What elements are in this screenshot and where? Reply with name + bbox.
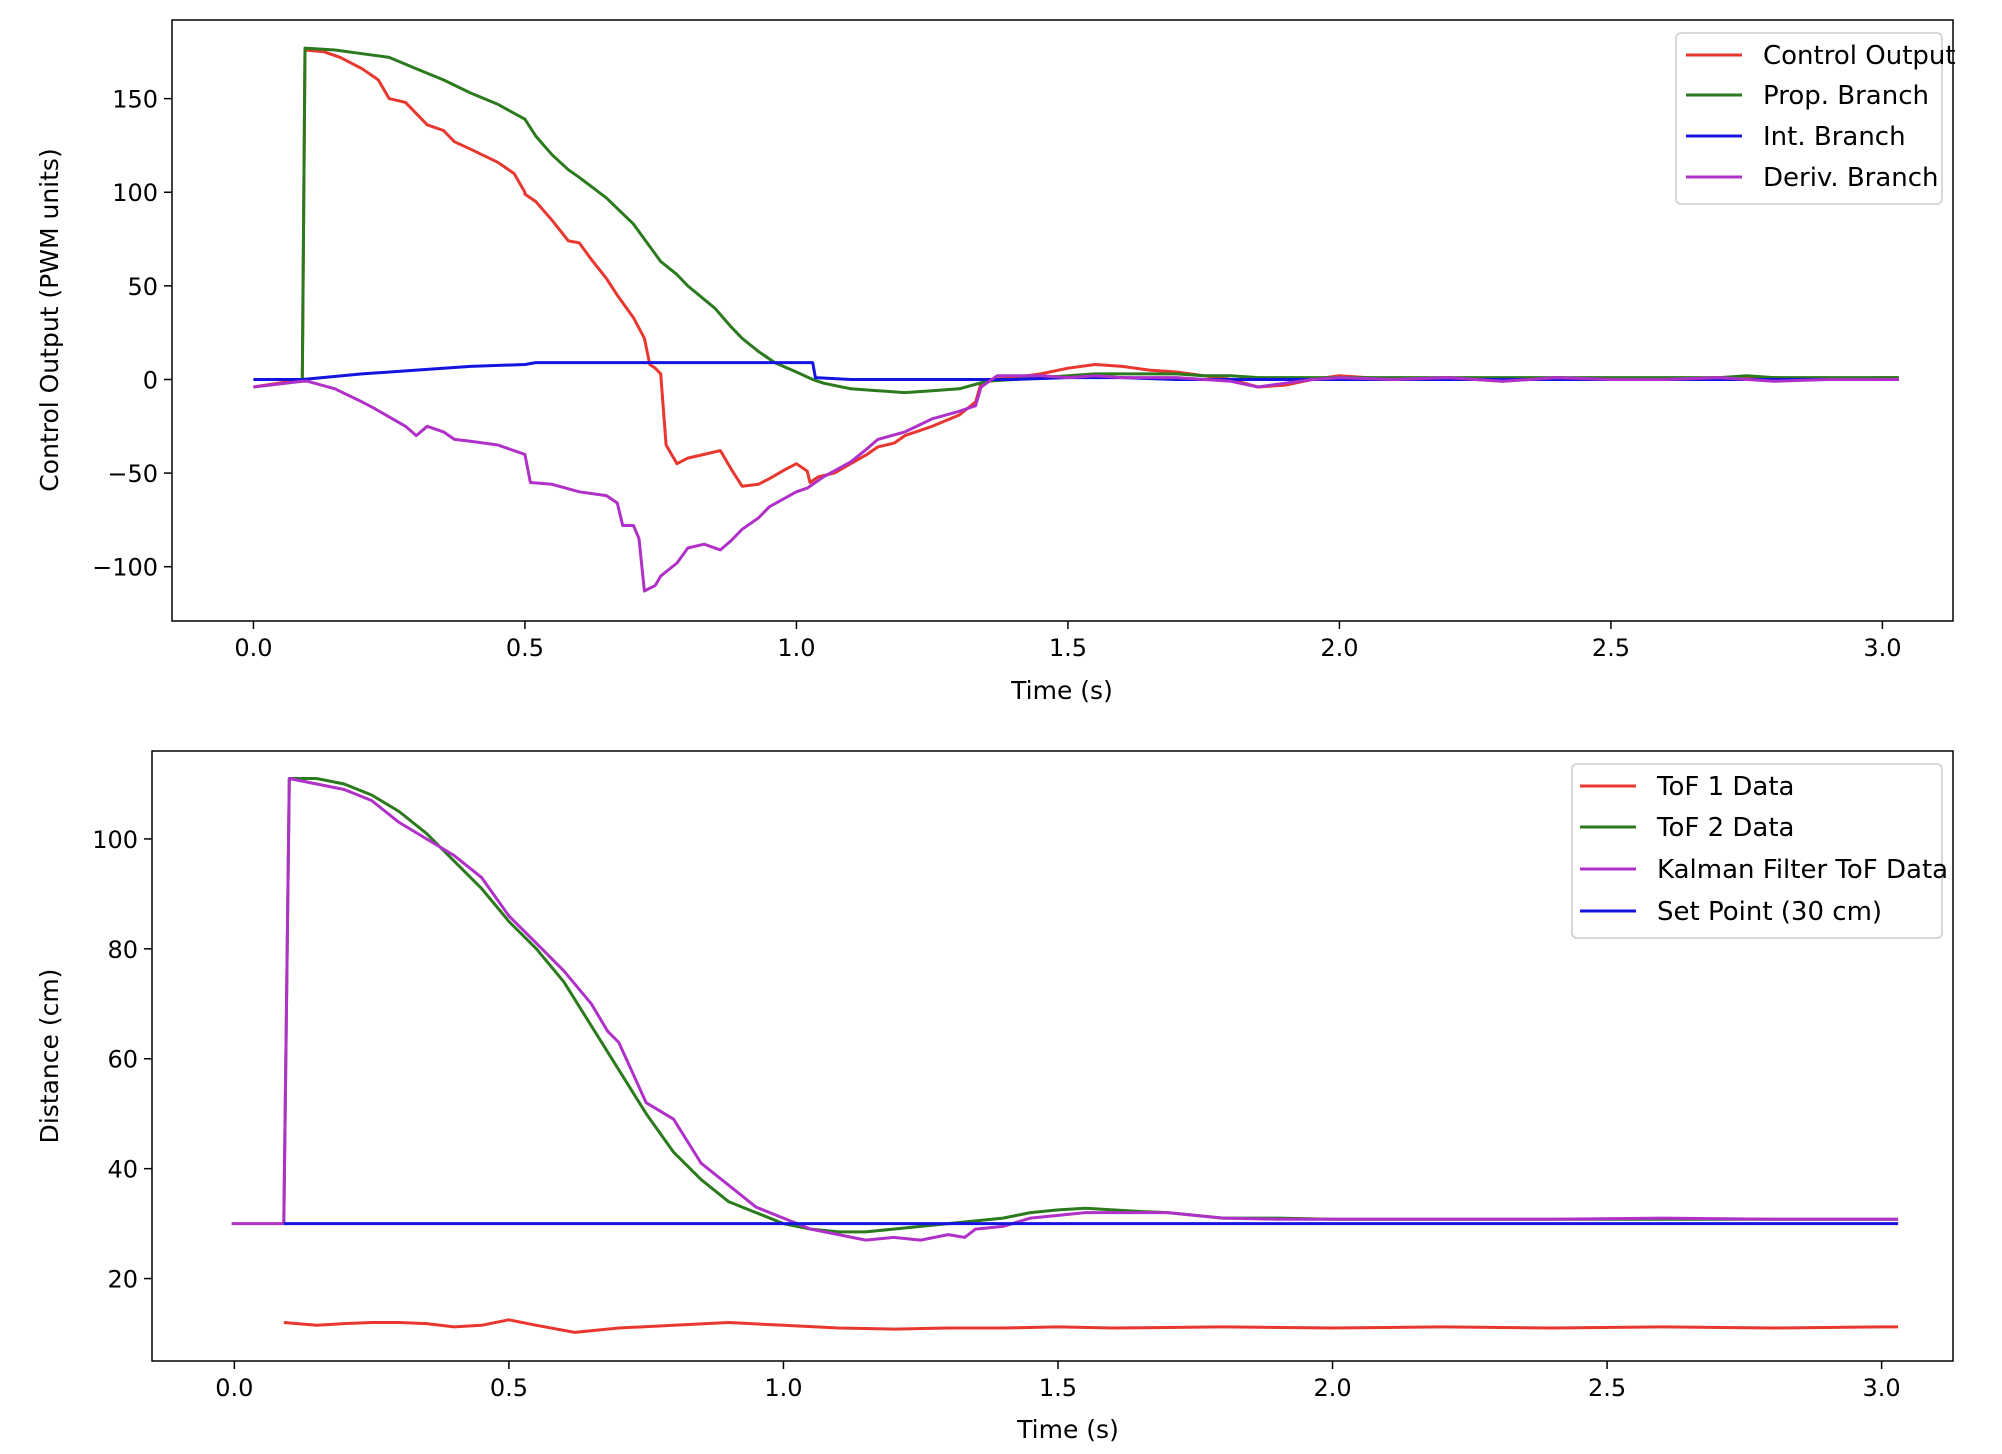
series-line-kalman-filter-tof-data: [231, 777, 1899, 1242]
legend-label-int-branch: Int. Branch: [1763, 122, 1906, 152]
legend-box: [1675, 32, 1943, 205]
legend-label-set-point: Set Point (30 cm): [1657, 897, 1882, 927]
x-tick-label: 0.0: [215, 1374, 253, 1402]
x-tick-label: 1.5: [1039, 1374, 1077, 1402]
x-tick-label: 2.5: [1592, 634, 1630, 662]
control-output-chart: 0.0 0.5 1.0 1.5 2.0 2.5 3.0 −100 −50 0 50 100 150 Ti…: [35, 19, 1956, 705]
x-tick-label: 2.5: [1588, 1374, 1626, 1402]
legend-label-prop-branch: Prop. Branch: [1763, 81, 1929, 111]
legend-label-kalman: Kalman Filter ToF Data: [1657, 855, 1948, 885]
y-tick-label: −50: [107, 460, 158, 488]
plot-frame: [171, 19, 1954, 622]
y-tick-label: 20: [107, 1266, 138, 1294]
series-line-tof-1-data: [283, 1318, 1899, 1334]
legend-label-tof2: ToF 2 Data: [1656, 813, 1794, 843]
x-tick-label: 0.5: [490, 1374, 528, 1402]
x-tick-label: 2.0: [1313, 1374, 1351, 1402]
x-tick-label: 1.0: [777, 634, 815, 662]
y-tick-label: −100: [92, 554, 158, 582]
x-tick-label: 0.5: [506, 634, 544, 662]
plot-frame: [151, 750, 1954, 1362]
series-layer: [253, 46, 1899, 593]
x-axis-label: Time (s): [1016, 1415, 1119, 1444]
y-tick-label: 80: [107, 936, 138, 964]
legend: ToF 1 Data ToF 2 Data Kalman Filter ToF …: [1571, 763, 1948, 939]
legend-label-tof1: ToF 1 Data: [1656, 772, 1794, 802]
legend-label-deriv-branch: Deriv. Branch: [1763, 163, 1939, 193]
x-axis-label: Time (s): [1010, 676, 1113, 705]
legend-label-control-output: Control Output: [1763, 41, 1956, 71]
series-layer: [231, 777, 1899, 1334]
legend-box: [1571, 763, 1943, 939]
x-tick-label: 1.0: [764, 1374, 802, 1402]
tick-layer: 0.0 0.5 1.0 1.5 2.0 2.5 3.0 −100 −50 0 50 100 150: [92, 86, 1901, 662]
y-tick-label: 60: [107, 1046, 138, 1074]
y-tick-label: 100: [112, 179, 158, 207]
y-axis-label: Control Output (PWM units): [35, 148, 64, 491]
x-tick-label: 3.0: [1863, 1374, 1901, 1402]
y-axis-label: Distance (cm): [35, 969, 64, 1144]
y-tick-label: 100: [92, 826, 138, 854]
x-tick-label: 3.0: [1863, 634, 1901, 662]
y-tick-label: 150: [112, 86, 158, 114]
y-tick-label: 50: [127, 273, 158, 301]
y-tick-label: 40: [107, 1156, 138, 1184]
distance-chart: 0.0 0.5 1.0 1.5 2.0 2.5 3.0 20 40 60 80 100 Time (s…: [35, 750, 1954, 1444]
y-tick-label: 0: [143, 366, 158, 394]
legend: Control Output Prop. Branch Int. Branch …: [1675, 32, 1956, 205]
tick-layer: 0.0 0.5 1.0 1.5 2.0 2.5 3.0 20 40 60 80 100: [92, 826, 1901, 1402]
series-line-deriv-branch: [253, 374, 1899, 593]
x-tick-label: 2.0: [1320, 634, 1358, 662]
x-tick-label: 0.0: [234, 634, 272, 662]
x-tick-label: 1.5: [1049, 634, 1087, 662]
